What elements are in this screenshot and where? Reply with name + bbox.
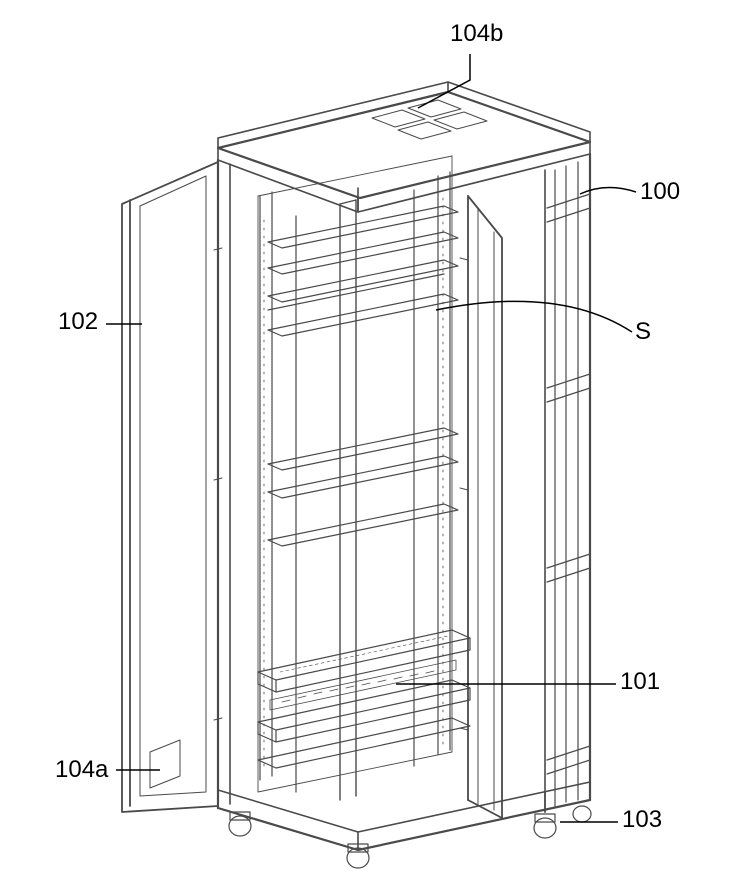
callout-103: 103 <box>622 806 662 834</box>
callout-104a: 104a <box>55 756 108 784</box>
callout-104b: 104b <box>450 20 503 48</box>
callout-102: 102 <box>58 308 98 336</box>
callout-100: 100 <box>640 178 680 206</box>
callout-S: S <box>635 318 651 346</box>
callout-101: 101 <box>620 668 660 696</box>
leader-lines <box>0 0 747 875</box>
